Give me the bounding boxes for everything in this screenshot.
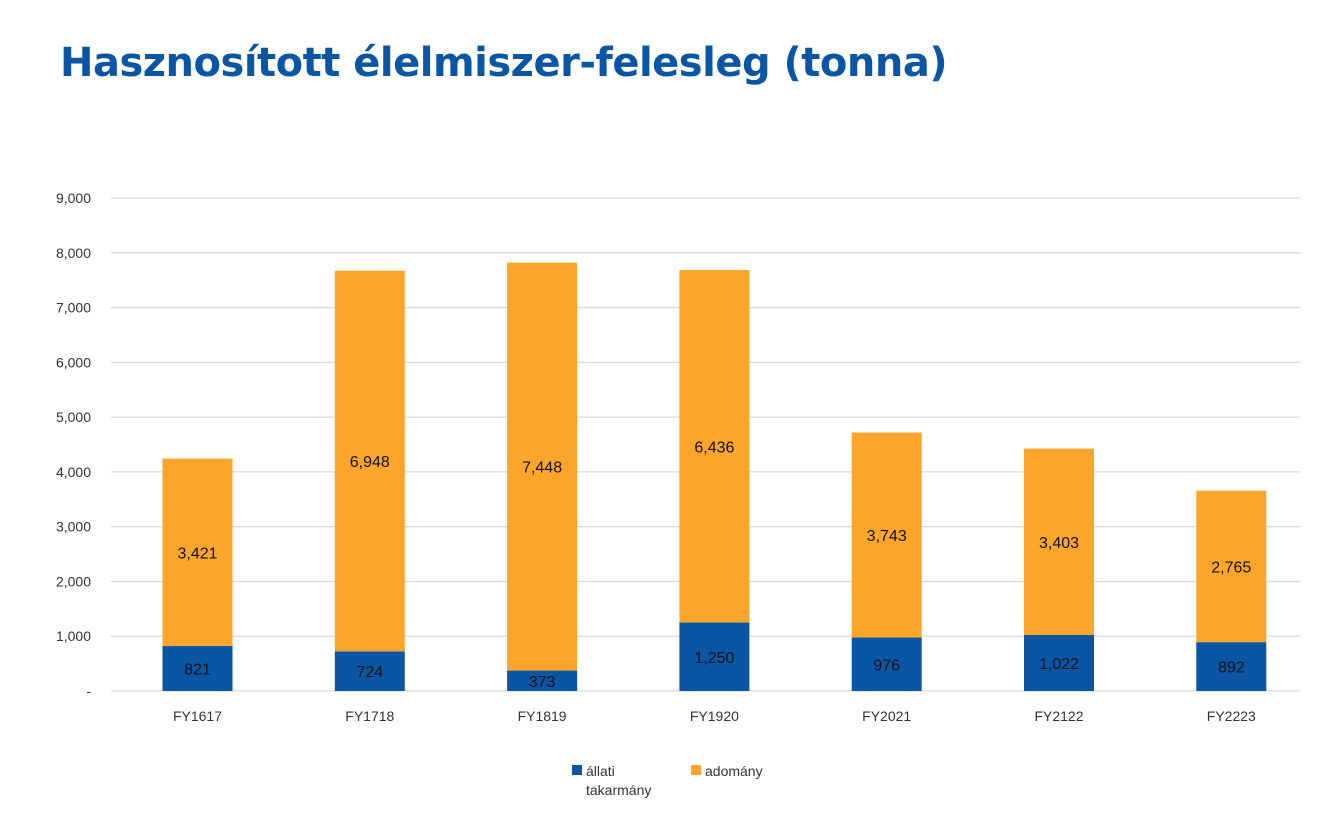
legend-label-allati-takarmany: állati takarmány xyxy=(586,763,652,798)
y-tick-label: 1,000 xyxy=(56,628,91,644)
x-tick-label: FY1819 xyxy=(518,708,567,724)
bar-segment xyxy=(679,622,750,691)
data-label: 2,765 xyxy=(1211,559,1251,576)
data-labels: 821 3,421 724 6,948 373 7,448 1,250 6,436 976 3,7… xyxy=(177,439,1251,691)
x-axis-tick-labels: FY1617 FY1718 FY1819 FY1920 FY2021 FY2122 FY22… xyxy=(173,708,1256,724)
data-label: 892 xyxy=(1218,660,1245,677)
bar-segment xyxy=(851,637,922,691)
y-tick-label: 4,000 xyxy=(56,464,91,480)
data-label: 3,403 xyxy=(1039,535,1079,552)
data-label: 3,421 xyxy=(177,545,217,562)
data-label: 373 xyxy=(529,674,556,691)
data-label: 821 xyxy=(184,662,211,679)
y-axis-tick-labels: - 1,000 2,000 3,000 4,000 5,000 6,000 7,000 8,00… xyxy=(56,190,91,699)
data-label: 1,022 xyxy=(1039,656,1079,673)
data-label: 6,436 xyxy=(694,439,734,456)
bar-segment xyxy=(851,432,922,638)
x-tick-label: FY2021 xyxy=(862,708,911,724)
y-tick-label: 5,000 xyxy=(56,409,91,425)
bar-segment xyxy=(1196,642,1267,691)
legend-swatch-adomany xyxy=(691,765,701,775)
bar-segment xyxy=(507,670,578,691)
bar-segment xyxy=(507,262,578,671)
x-tick-label: FY1617 xyxy=(173,708,222,724)
data-label: 1,250 xyxy=(694,650,734,667)
y-tick-label: 3,000 xyxy=(56,519,91,535)
x-tick-label: FY2223 xyxy=(1207,708,1256,724)
bars xyxy=(162,262,1267,691)
bar-segment xyxy=(1196,490,1267,643)
bar-segment xyxy=(334,270,405,652)
x-tick-label: FY1718 xyxy=(345,708,394,724)
y-tick-label: 9,000 xyxy=(56,190,91,206)
y-tick-label: - xyxy=(86,683,91,699)
bar-segment xyxy=(679,269,750,623)
y-tick-label: 2,000 xyxy=(56,573,91,589)
bar-segment xyxy=(162,646,233,691)
bar-segment xyxy=(334,651,405,691)
chart-title: Hasznosított élelmiszer-felesleg (tonna) xyxy=(60,40,948,86)
legend-item-allati-takarmany: állati takarmány xyxy=(572,762,661,800)
legend: állati takarmány adomány xyxy=(572,762,780,800)
legend-item-adomany: adomány xyxy=(691,762,780,800)
legend-swatch-allati-takarmany xyxy=(572,765,582,775)
legend-label-adomany: adomány xyxy=(705,763,763,779)
y-tick-label: 8,000 xyxy=(56,245,91,261)
bar-segment xyxy=(1024,448,1094,636)
data-label: 3,743 xyxy=(867,528,907,545)
data-label: 724 xyxy=(356,664,383,681)
bar-segment xyxy=(1024,635,1094,691)
data-label: 7,448 xyxy=(522,460,562,477)
data-label: 6,948 xyxy=(350,454,390,471)
bar-segment xyxy=(162,458,233,647)
data-label: 976 xyxy=(873,657,900,674)
x-tick-label: FY1920 xyxy=(690,708,739,724)
x-tick-label: FY2122 xyxy=(1034,708,1083,724)
y-tick-label: 6,000 xyxy=(56,354,91,370)
y-tick-label: 7,000 xyxy=(56,300,91,316)
